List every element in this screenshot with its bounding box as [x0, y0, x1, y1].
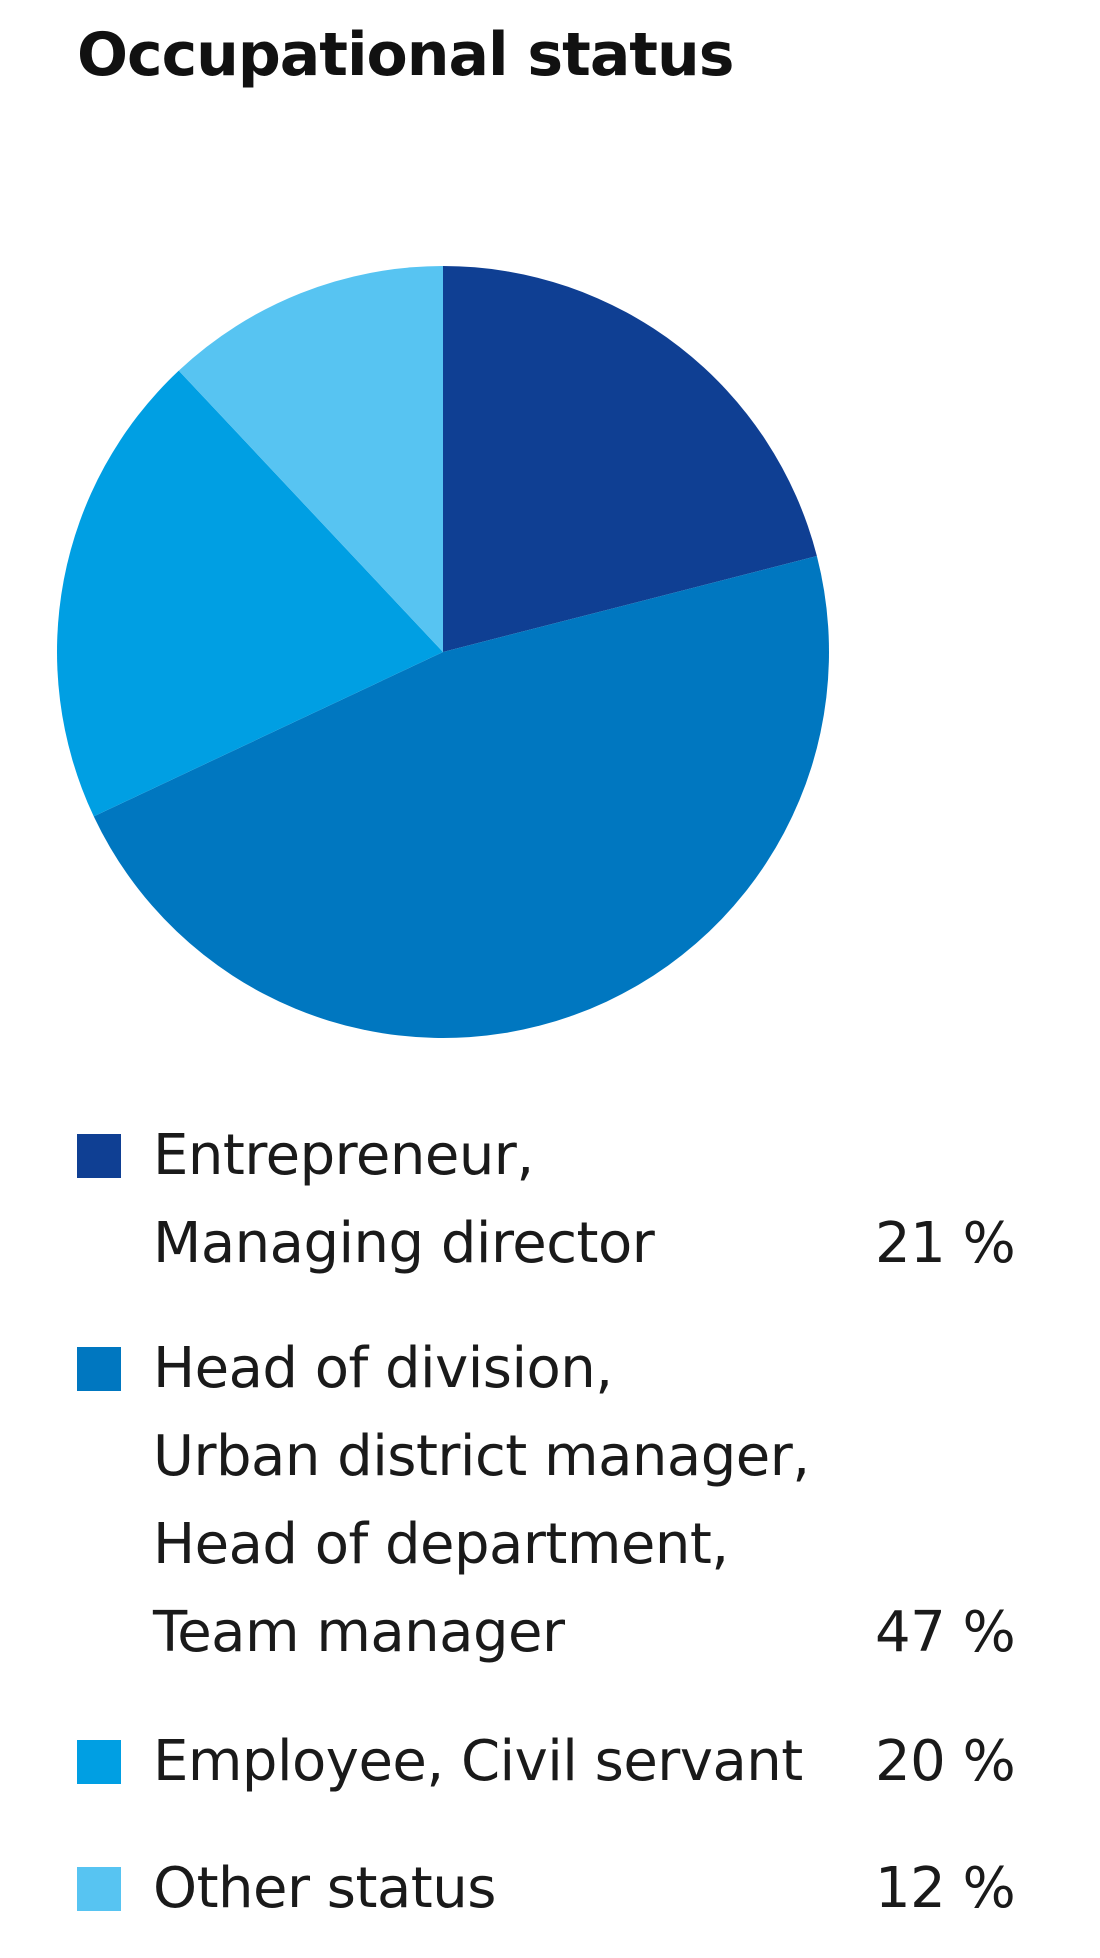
- pie-chart: [56, 266, 829, 1038]
- legend-label-line: Urban district manager,: [153, 1424, 810, 1489]
- legend-label: Head of division, Urban district manager…: [153, 1325, 810, 1677]
- legend-label-line: Entrepreneur,: [153, 1123, 534, 1188]
- legend-swatch: [77, 1867, 121, 1911]
- chart-title: Occupational status: [77, 20, 734, 90]
- legend-value: 20 %: [875, 1729, 1016, 1794]
- legend-label: Employee, Civil servant: [153, 1718, 803, 1806]
- legend-label-line: Head of division,: [153, 1336, 613, 1401]
- pie-slice: [56, 370, 443, 817]
- legend-label: Other status: [153, 1845, 496, 1933]
- legend-swatch: [77, 1134, 121, 1178]
- legend-value: 47 %: [875, 1600, 1016, 1665]
- legend-label-line: Team manager: [153, 1600, 565, 1665]
- pie-slice: [93, 556, 829, 1038]
- legend-value: 12 %: [875, 1856, 1016, 1921]
- legend-label-line: Head of department,: [153, 1512, 729, 1577]
- legend-label-line: Employee, Civil servant: [153, 1729, 803, 1794]
- legend-swatch: [77, 1740, 121, 1784]
- legend-swatch: [77, 1347, 121, 1391]
- legend-value: 21 %: [875, 1211, 1016, 1276]
- legend-label-line: Other status: [153, 1856, 496, 1921]
- pie-slice: [443, 266, 817, 652]
- legend-label-line: Managing director: [153, 1211, 655, 1276]
- pie-slice: [178, 266, 443, 652]
- legend-label: Entrepreneur, Managing director: [153, 1112, 655, 1288]
